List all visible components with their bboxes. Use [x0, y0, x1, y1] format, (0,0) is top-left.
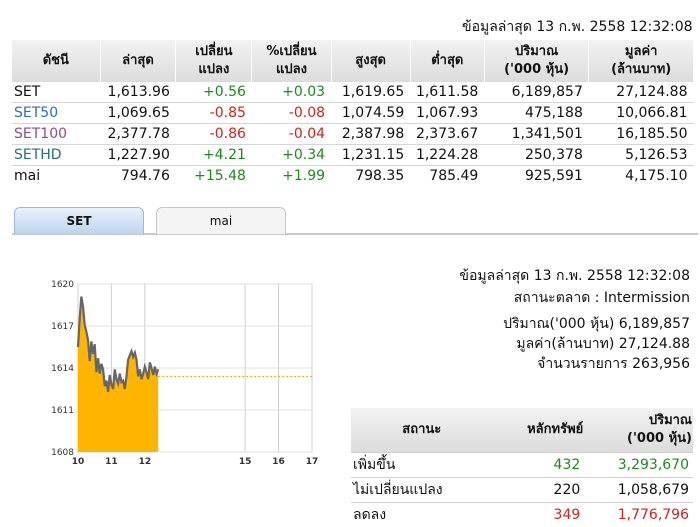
market-status: สถานะตลาด : Intermission: [514, 287, 690, 309]
status-col-header: หลักทรัพย์: [493, 408, 585, 453]
index-pct-change: -0.08: [252, 103, 331, 124]
chart-x-tick-label: 17: [306, 457, 319, 467]
index-col-header: ล่าสุด: [100, 40, 176, 82]
index-low: 1,611.58: [410, 82, 484, 103]
index-low: 1,067.93: [410, 103, 484, 124]
index-col-header: เปลี่ยนแปลง: [176, 40, 252, 82]
tab-mai[interactable]: mai: [156, 207, 286, 234]
index-name: SET50: [12, 103, 100, 124]
status-volume: 3,293,670: [584, 453, 693, 478]
index-pct-change: +0.03: [252, 82, 331, 103]
status-volume: 1,776,796: [584, 503, 693, 527]
index-col-header: ดัชนี: [12, 40, 100, 82]
index-last: 1,069.65: [100, 103, 176, 124]
index-value: 10,066.81: [589, 103, 694, 124]
index-col-header: มูลค่า(ล้านบาท): [589, 40, 694, 82]
index-high: 1,619.65: [331, 82, 410, 103]
index-last: 794.76: [100, 166, 176, 187]
last-update-timestamp: ข้อมูลล่าสุด 13 ก.พ. 2558 12:32:08: [462, 16, 693, 38]
index-value: 16,185.50: [589, 124, 694, 145]
summary-volume: ปริมาณ('000 หุ้น) 6,189,857: [503, 313, 690, 335]
index-value: 4,175.10: [589, 166, 694, 187]
index-last: 1,613.96: [100, 82, 176, 103]
index-name: mai: [12, 166, 100, 187]
index-pct-change: +1.99: [252, 166, 331, 187]
summary-value: มูลค่า(ล้านบาท) 27,124.88: [516, 333, 690, 355]
index-low: 2,373.67: [410, 124, 484, 145]
market-tabs: SET mai: [12, 205, 698, 235]
status-label: ลดลง: [351, 503, 493, 527]
index-name: SET100: [12, 124, 100, 145]
chart-x-tick-label: 11: [105, 457, 118, 467]
chart-y-tick-label: 1617: [51, 322, 74, 332]
index-table: ดัชนีล่าสุดเปลี่ยนแปลง%เปลี่ยนแปลงสูงสุด…: [12, 40, 694, 186]
index-high: 1,074.59: [331, 103, 410, 124]
index-low: 1,224.28: [410, 145, 484, 166]
index-value: 27,124.88: [589, 82, 694, 103]
index-high: 2,387.98: [331, 124, 410, 145]
index-volume: 250,378: [484, 145, 589, 166]
index-volume: 925,591: [484, 166, 589, 187]
index-change: -0.86: [176, 124, 252, 145]
index-col-header: สูงสุด: [331, 40, 410, 82]
index-low: 785.49: [410, 166, 484, 187]
summary-deals: จำนวนรายการ 263,956: [537, 353, 690, 375]
index-change: +0.56: [176, 82, 252, 103]
status-label: เพิ่มขึ้น: [351, 453, 493, 478]
status-count: 349: [493, 503, 585, 527]
index-volume: 1,341,501: [484, 124, 589, 145]
chart-y-tick-label: 1620: [51, 280, 74, 290]
status-col-header: ปริมาณ('000 หุ้น): [584, 408, 693, 453]
chart-x-tick-label: 12: [139, 457, 152, 467]
status-col-header: สถานะ: [351, 408, 493, 453]
chart-x-tick-label: 10: [72, 457, 85, 467]
chart-timestamp: ข้อมูลล่าสุด 13 ก.พ. 2558 12:32:08: [459, 265, 690, 287]
status-count: 432: [493, 453, 585, 478]
index-col-header: ปริมาณ('000 หุ้น): [484, 40, 589, 82]
index-change: +4.21: [176, 145, 252, 166]
chart-y-tick-label: 1611: [51, 406, 74, 416]
index-high: 798.35: [331, 166, 410, 187]
index-pct-change: +0.34: [252, 145, 331, 166]
status-volume: 1,058,679: [584, 478, 693, 503]
index-value: 5,126.53: [589, 145, 694, 166]
index-last: 1,227.90: [100, 145, 176, 166]
tab-set[interactable]: SET: [14, 207, 144, 234]
status-label: ไม่เปลี่ยนแปลง: [351, 478, 493, 503]
index-volume: 6,189,857: [484, 82, 589, 103]
index-pct-change: -0.04: [252, 124, 331, 145]
index-col-header: %เปลี่ยนแปลง: [252, 40, 331, 82]
advance-decline-table: สถานะหลักทรัพย์ปริมาณ('000 หุ้น) เพิ่มขึ…: [351, 408, 693, 527]
index-high: 1,231.15: [331, 145, 410, 166]
index-name: SET: [12, 82, 100, 103]
index-change: +15.48: [176, 166, 252, 187]
chart-y-tick-label: 1614: [51, 364, 74, 374]
index-table-header: ดัชนีล่าสุดเปลี่ยนแปลง%เปลี่ยนแปลงสูงสุด…: [12, 40, 694, 82]
status-count: 220: [493, 478, 585, 503]
chart-x-tick-label: 16: [272, 457, 285, 467]
index-volume: 475,188: [484, 103, 589, 124]
chart-x-tick-label: 15: [239, 457, 252, 467]
index-change: -0.85: [176, 103, 252, 124]
index-name: SETHD: [12, 145, 100, 166]
index-last: 2,377.78: [100, 124, 176, 145]
index-col-header: ต่ำสุด: [410, 40, 484, 82]
